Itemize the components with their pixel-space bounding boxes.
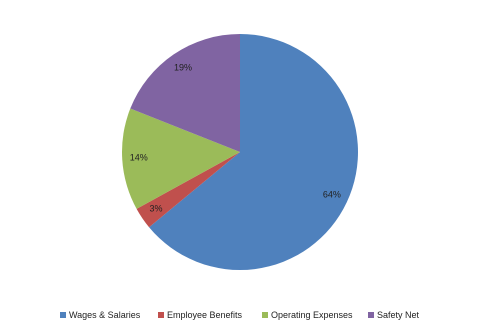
pie-slice — [122, 108, 240, 209]
data-label: 64% — [323, 190, 341, 200]
pie-slice — [149, 34, 359, 270]
pie-slice — [136, 152, 240, 228]
legend-label: Employee Benefits — [167, 310, 243, 320]
legend-marker — [60, 312, 66, 318]
data-label: 14% — [130, 153, 148, 163]
legend-label: Safety Net — [377, 310, 420, 320]
legend-label: Operating Expenses — [271, 310, 353, 320]
pie-slice — [130, 34, 240, 152]
data-label: 19% — [174, 62, 192, 72]
legend-marker — [262, 312, 268, 318]
legend-marker — [368, 312, 374, 318]
legend-marker — [158, 312, 164, 318]
data-label: 3% — [150, 203, 163, 213]
legend-label: Wages & Salaries — [69, 310, 141, 320]
